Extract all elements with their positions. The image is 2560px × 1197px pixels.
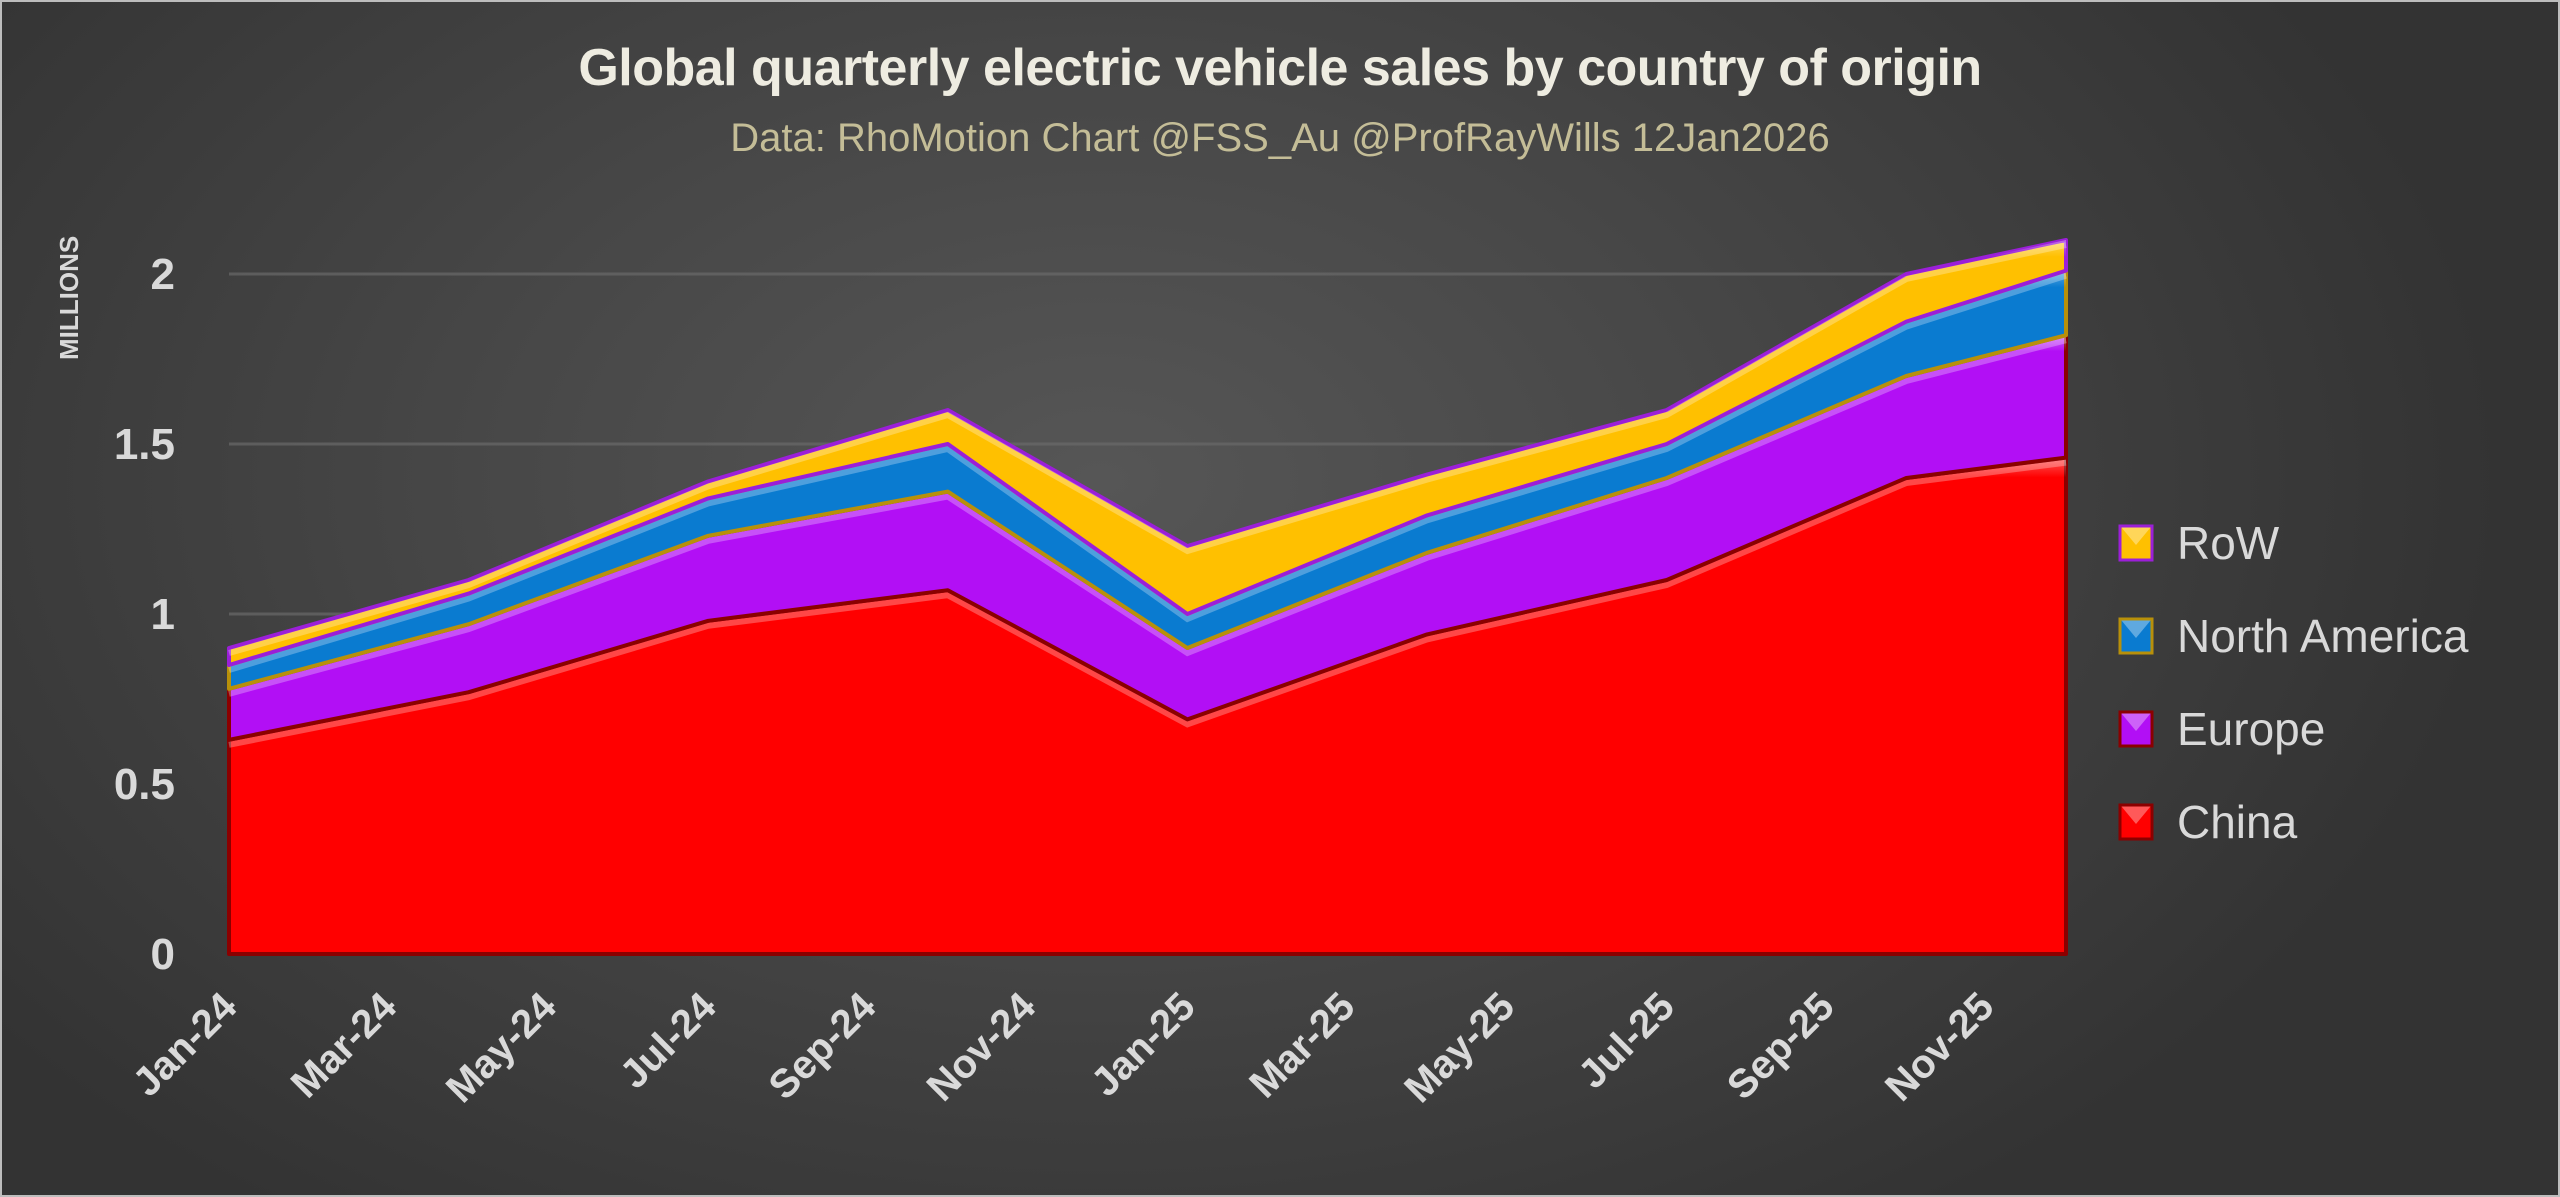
x-tick-label: Nov-24 bbox=[919, 984, 1045, 1110]
x-tick-label: Jul-25 bbox=[1570, 984, 1683, 1097]
x-tick-label: May-25 bbox=[1396, 984, 1523, 1111]
x-tick-label: Sep-24 bbox=[760, 984, 884, 1108]
legend-swatch-north-america bbox=[2118, 617, 2154, 655]
x-axis-ticks: Jan-24 Mar-24 May-24 Jul-24 Sep-24 Nov-24 Jan-… bbox=[125, 984, 2003, 1112]
x-tick-label: Mar-24 bbox=[283, 984, 406, 1107]
x-tick-label: Nov-25 bbox=[1877, 984, 2002, 1109]
chart-title: Global quarterly electric vehicle sales … bbox=[578, 39, 1982, 97]
legend-swatch-china bbox=[2118, 803, 2154, 841]
y-tick-label: 0.5 bbox=[114, 760, 175, 809]
x-tick-label: Mar-25 bbox=[1241, 984, 1363, 1106]
area-china-edge bbox=[228, 459, 2067, 748]
legend-label-china: China bbox=[2177, 796, 2298, 848]
x-tick-label: Jan-25 bbox=[1083, 984, 1204, 1105]
y-tick-label: 1 bbox=[151, 590, 175, 639]
y-axis-ticks: 0 0.5 1 1.5 2 bbox=[114, 250, 175, 979]
legend-swatch-bevel bbox=[2121, 713, 2151, 731]
area-europe-edge bbox=[228, 337, 2067, 697]
legend-swatch-bevel bbox=[2121, 620, 2151, 638]
y-tick-label: 1.5 bbox=[114, 420, 175, 469]
x-tick-label: Jul-24 bbox=[612, 984, 725, 1097]
legend-label-north-america: North America bbox=[2177, 610, 2469, 662]
legend-swatch-row bbox=[2118, 524, 2154, 562]
area-row-highlight bbox=[229, 240, 2066, 665]
area-series bbox=[227, 238, 2068, 956]
area-north-america-edge bbox=[228, 272, 2067, 673]
legend-swatch-europe bbox=[2118, 710, 2154, 748]
legend-label-row: RoW bbox=[2177, 517, 2280, 569]
x-tick-label: May-24 bbox=[438, 984, 566, 1112]
legend-swatch-bevel bbox=[2121, 806, 2151, 824]
chart-subtitle: Data: RhoMotion Chart @FSS_Au @ProfRayWi… bbox=[730, 116, 1830, 160]
area-europe-highlight bbox=[229, 335, 2066, 740]
area-north-america-highlight bbox=[229, 270, 2066, 689]
y-tick-label: 2 bbox=[151, 250, 175, 299]
legend: RoW North America Europe China bbox=[2118, 517, 2469, 848]
x-tick-label: Jan-24 bbox=[125, 984, 246, 1105]
legend-label-europe: Europe bbox=[2177, 703, 2325, 755]
area-china-highlight bbox=[229, 457, 2066, 954]
area-row-edge bbox=[228, 242, 2067, 656]
legend-swatch-bevel bbox=[2121, 527, 2151, 545]
y-tick-label: 0 bbox=[151, 930, 175, 979]
x-tick-label: Sep-25 bbox=[1719, 984, 1843, 1108]
